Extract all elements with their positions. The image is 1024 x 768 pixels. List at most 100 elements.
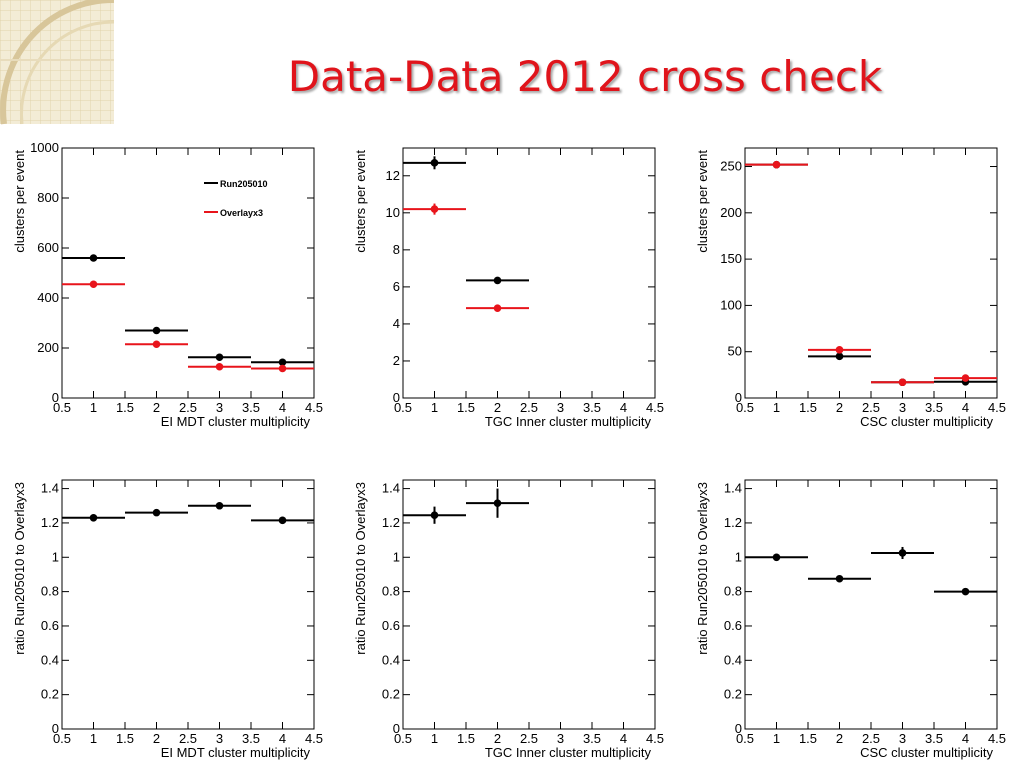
x-tick-label: 3 (216, 400, 223, 415)
data-point (89, 513, 98, 522)
data-point (772, 553, 781, 562)
x-axis-label: CSC cluster multiplicity (860, 745, 993, 760)
y-tick-label: 4 (393, 316, 400, 331)
data-point (835, 352, 844, 361)
x-tick-label: 1.5 (799, 731, 817, 746)
y-tick-label: 12 (386, 168, 400, 183)
y-tick-label: 150 (720, 251, 742, 266)
x-tick-label: 0.5 (394, 731, 412, 746)
y-axis-label: clusters per event (353, 150, 368, 253)
x-tick-label: 2.5 (179, 400, 197, 415)
y-tick-label: 0 (52, 721, 59, 736)
x-tick-label: 1 (431, 731, 438, 746)
x-tick-label: 2 (153, 731, 160, 746)
legend-label: Run205010 (220, 179, 268, 189)
y-axis-label: ratio Run205010 to Overlayx3 (12, 482, 27, 655)
x-tick-label: 4 (279, 731, 286, 746)
x-axis-label: TGC Inner cluster multiplicity (485, 414, 652, 429)
x-tick-label: 4 (620, 400, 627, 415)
x-tick-label: 2.5 (520, 731, 538, 746)
data-point (215, 501, 224, 510)
y-tick-label: 100 (720, 297, 742, 312)
data-point (898, 378, 907, 387)
x-tick-label: 4.5 (305, 731, 323, 746)
x-tick-label: 4.5 (646, 400, 664, 415)
y-tick-label: 1 (735, 549, 742, 564)
x-tick-label: 2 (836, 731, 843, 746)
x-tick-label: 3 (899, 400, 906, 415)
y-axis-label: clusters per event (12, 150, 27, 253)
plot-frame (61, 147, 315, 399)
y-tick-label: 1.2 (724, 515, 742, 530)
y-tick-label: 0 (735, 390, 742, 405)
x-tick-label: 1 (90, 731, 97, 746)
data-point (430, 511, 439, 520)
data-point (278, 516, 287, 525)
y-tick-label: 0.2 (724, 687, 742, 702)
x-tick-label: 3.5 (925, 731, 943, 746)
data-point (961, 374, 970, 382)
x-tick-label: 3 (557, 731, 564, 746)
data-point (430, 159, 439, 167)
y-tick-label: 0 (735, 721, 742, 736)
data-point (89, 254, 98, 262)
legend-label: Overlayx3 (220, 208, 263, 218)
x-tick-label: 1 (90, 400, 97, 415)
data-point (493, 276, 502, 285)
x-tick-label: 3.5 (583, 400, 601, 415)
x-tick-label: 1.5 (116, 400, 134, 415)
x-tick-label: 1.5 (799, 400, 817, 415)
x-tick-label: 1.5 (457, 731, 475, 746)
x-tick-label: 0.5 (53, 731, 71, 746)
y-tick-label: 400 (37, 290, 59, 305)
chart-4: 0.5 1 1.5 2 2.5 3 3.5 4 4.5 0 0.2 0.4 0.6 0.8 1 1.2 1.4 E… (12, 479, 323, 760)
y-tick-label: 200 (37, 340, 59, 355)
y-axis-label: ratio Run205010 to Overlayx3 (353, 482, 368, 655)
chart-2: 0.5 1 1.5 2 2.5 3 3.5 4 4.5 0 2 4 6 8 10 12 TGC Inner cl… (353, 147, 664, 429)
y-tick-label: 0.6 (382, 618, 400, 633)
chart-1: 0.5 1 1.5 2 2.5 3 3.5 4 4.5 0 200 400 600 800 1000 EI M… (12, 140, 323, 429)
x-tick-label: 3.5 (242, 731, 260, 746)
y-tick-label: 0.8 (382, 584, 400, 599)
y-tick-label: 1 (52, 549, 59, 564)
x-tick-label: 4 (620, 731, 627, 746)
y-tick-label: 2 (393, 353, 400, 368)
y-tick-label: 0.2 (382, 687, 400, 702)
x-tick-label: 4 (962, 400, 969, 415)
data-point (898, 549, 907, 557)
x-tick-label: 1.5 (116, 731, 134, 746)
y-tick-label: 0.2 (41, 687, 59, 702)
data-point (835, 574, 844, 583)
x-tick-label: 4 (962, 731, 969, 746)
x-tick-label: 4.5 (988, 400, 1006, 415)
x-tick-label: 3.5 (583, 731, 601, 746)
y-axis-label: ratio Run205010 to Overlayx3 (695, 482, 710, 655)
x-tick-label: 3 (899, 731, 906, 746)
data-point (152, 508, 161, 517)
data-point (835, 346, 844, 354)
y-tick-label: 0.8 (724, 584, 742, 599)
x-tick-label: 2 (494, 400, 501, 415)
x-axis-label: CSC cluster multiplicity (860, 414, 993, 429)
chart-3: 0.5 1 1.5 2 2.5 3 3.5 4 4.5 0 50 100 150 200 250 CSC cl… (695, 147, 1006, 429)
plot-frame (744, 479, 998, 730)
y-tick-label: 1.4 (382, 481, 400, 496)
y-tick-label: 0.4 (41, 652, 59, 667)
y-tick-label: 1000 (30, 140, 59, 155)
plot-frame (61, 479, 315, 730)
data-point (215, 353, 224, 362)
y-tick-label: 250 (720, 159, 742, 174)
chart-6: 0.5 1 1.5 2 2.5 3 3.5 4 4.5 0 0.2 0.4 0.6 0.8 1 1.2 1.4 C… (695, 479, 1006, 760)
x-axis-label: EI MDT cluster multiplicity (161, 414, 311, 429)
y-tick-label: 800 (37, 190, 59, 205)
y-tick-label: 0 (393, 390, 400, 405)
y-tick-label: 1.4 (41, 481, 59, 496)
y-tick-label: 50 (728, 344, 742, 359)
data-point (89, 280, 98, 289)
data-point (493, 304, 502, 312)
y-tick-label: 10 (386, 205, 400, 220)
y-tick-label: 8 (393, 242, 400, 257)
x-tick-label: 1 (431, 400, 438, 415)
y-tick-label: 200 (720, 205, 742, 220)
